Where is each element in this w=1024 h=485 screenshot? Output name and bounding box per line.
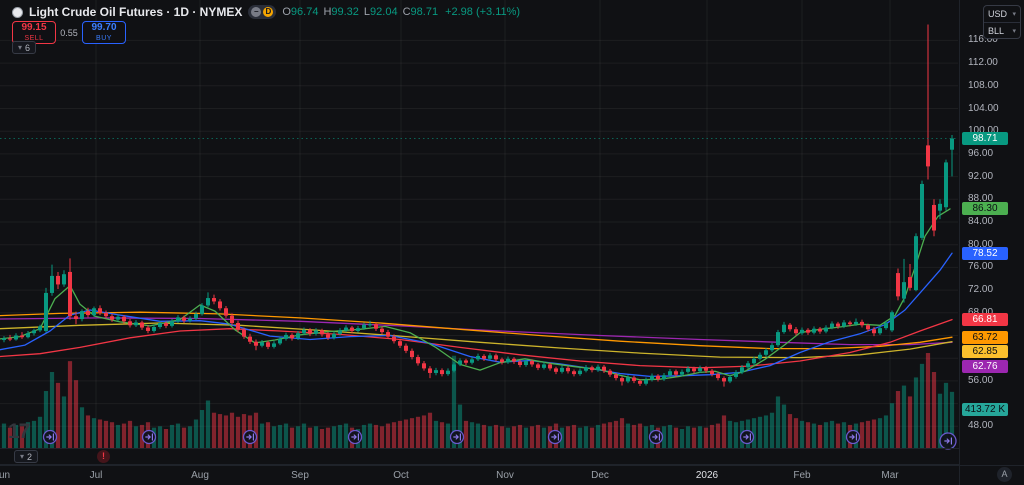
axis-settings-box: USD ▾ BLL ▾: [983, 5, 1021, 39]
chart-header: Light Crude Oil Futures · 1D · NYMEX – D…: [12, 4, 520, 20]
time-tick: Jul: [89, 470, 103, 481]
price-tick: 84.00: [968, 216, 994, 227]
price-axis-badge: 86.30: [962, 202, 1008, 216]
contract-rollover-icon[interactable]: [242, 429, 258, 445]
grid-lines: [0, 0, 958, 448]
price-tick: 96.00: [968, 147, 994, 159]
currency-value: USD: [988, 9, 1008, 19]
contract-rollover-icon[interactable]: [845, 429, 861, 445]
price-axis-badge: 66.81: [962, 313, 1008, 327]
instrument-logo-icon: [12, 6, 23, 18]
time-tick: Mar: [881, 470, 899, 481]
daily-flag-icon: D: [263, 7, 274, 17]
tradingview-watermark-icon: 17: [8, 420, 30, 443]
chevron-down-icon: ▾: [1012, 27, 1016, 35]
price-tick: 72.00: [968, 284, 994, 296]
contract-rollover-icon[interactable]: [141, 429, 157, 445]
volume-axis-badge: 413.72 K: [962, 403, 1008, 416]
change-value: +2.98 (+3.11%): [445, 6, 521, 18]
unit-value: BLL: [988, 25, 1005, 36]
pane-separator[interactable]: [0, 464, 1024, 465]
contract-rollover-icon[interactable]: [648, 429, 664, 445]
buy-label: BUY: [96, 35, 112, 42]
time-axis[interactable]: Jun Jul Aug Sep Oct Nov Dec 2026 Feb Mar: [0, 465, 1024, 485]
ma-lines: [0, 208, 953, 381]
ohlc-readout: O96.74 H99.32 L92.04 C98.71 +2.98 (+3.11…: [282, 6, 520, 18]
sub-pane-collapse-button[interactable]: ▾ 2: [14, 450, 39, 463]
time-tick: Nov: [496, 470, 514, 481]
close-label: C: [402, 6, 411, 18]
sell-label: SELL: [24, 35, 44, 42]
price-tick: 100.00: [968, 125, 999, 137]
price-tick: 56.00: [968, 374, 994, 386]
currency-dropdown[interactable]: USD ▾: [984, 6, 1020, 22]
ma-orange[interactable]: [0, 311, 953, 350]
contract-rollover-icon[interactable]: [739, 429, 755, 445]
time-tick: Dec: [591, 470, 609, 481]
ma-green[interactable]: [0, 208, 951, 381]
sub-indicator-count: 2: [27, 451, 33, 462]
buy-price: 99.70: [91, 22, 117, 33]
low-label: L: [363, 6, 371, 18]
spread-value: 0.55: [60, 27, 78, 38]
symbol-title[interactable]: Light Crude Oil Futures · 1D · NYMEX: [29, 5, 243, 19]
ma-red[interactable]: [0, 318, 953, 369]
close-value: 98.71: [410, 6, 439, 18]
chevron-down-icon: ▾: [18, 43, 23, 52]
price-tick: 116.00: [968, 34, 998, 46]
unit-dropdown[interactable]: BLL ▾: [984, 22, 1020, 38]
high-label: H: [323, 6, 332, 18]
price-tick: 48.00: [968, 420, 994, 432]
indicator-count: 6: [25, 42, 31, 53]
contract-rollover-icon[interactable]: [42, 429, 58, 445]
price-tick: 80.00: [968, 238, 994, 250]
pane-separator[interactable]: [0, 448, 1024, 449]
high-value: 99.32: [331, 6, 359, 18]
ma-blue[interactable]: [0, 252, 953, 378]
time-tick: Oct: [393, 470, 409, 481]
price-axis-badge: 62.85: [962, 345, 1008, 359]
price-axis-badge: 98.71: [962, 132, 1008, 146]
price-tick: 104.00: [968, 102, 999, 114]
price-tick: 76.00: [968, 261, 994, 273]
rollover-markers: [42, 429, 957, 450]
trade-widget: 99.15 SELL 0.55 99.70 BUY: [12, 21, 126, 44]
ma-yellow[interactable]: [0, 322, 953, 359]
chevron-down-icon: ▾: [1012, 11, 1016, 18]
chevron-down-icon: ▾: [20, 452, 25, 461]
price-tick: 108.00: [968, 79, 999, 91]
time-tick: Jun: [0, 470, 11, 481]
price-axis[interactable]: USD ▾ BLL ▾ 116.00 112.00 108.00 104.00 100.…: [959, 0, 1024, 485]
auto-scale-button[interactable]: A: [997, 467, 1012, 482]
price-axis-badge: 78.52: [962, 246, 1008, 260]
candles: [2, 24, 954, 387]
contract-rollover-icon[interactable]: [547, 429, 563, 445]
main-pane-collapse-button[interactable]: ▾ 6: [12, 41, 37, 54]
warning-icon[interactable]: !: [97, 450, 110, 463]
time-tick: Sep: [291, 470, 309, 481]
time-tick: Feb: [793, 470, 811, 481]
interval-flag[interactable]: – D: [248, 5, 277, 19]
price-tick: 68.00: [968, 307, 993, 318]
go-to-realtime-button[interactable]: [939, 432, 957, 450]
price-axis-badge: 63.72: [962, 330, 1008, 344]
price-tick: 112.00: [968, 57, 998, 69]
price-tick: 92.00: [968, 170, 994, 182]
dash-icon: –: [251, 7, 262, 17]
time-tick: 2026: [695, 470, 719, 481]
contract-rollover-icon[interactable]: [449, 429, 465, 445]
buy-button[interactable]: 99.70 BUY: [82, 21, 126, 44]
time-tick: Aug: [191, 470, 209, 481]
open-label: O: [282, 6, 291, 18]
contract-rollover-icon[interactable]: [347, 429, 363, 445]
price-tick: 88.00: [968, 193, 994, 205]
open-value: 96.74: [290, 6, 319, 18]
sell-price: 99.15: [21, 22, 47, 33]
low-value: 92.04: [370, 6, 398, 18]
price-axis-badge: 62.76: [962, 359, 1008, 373]
